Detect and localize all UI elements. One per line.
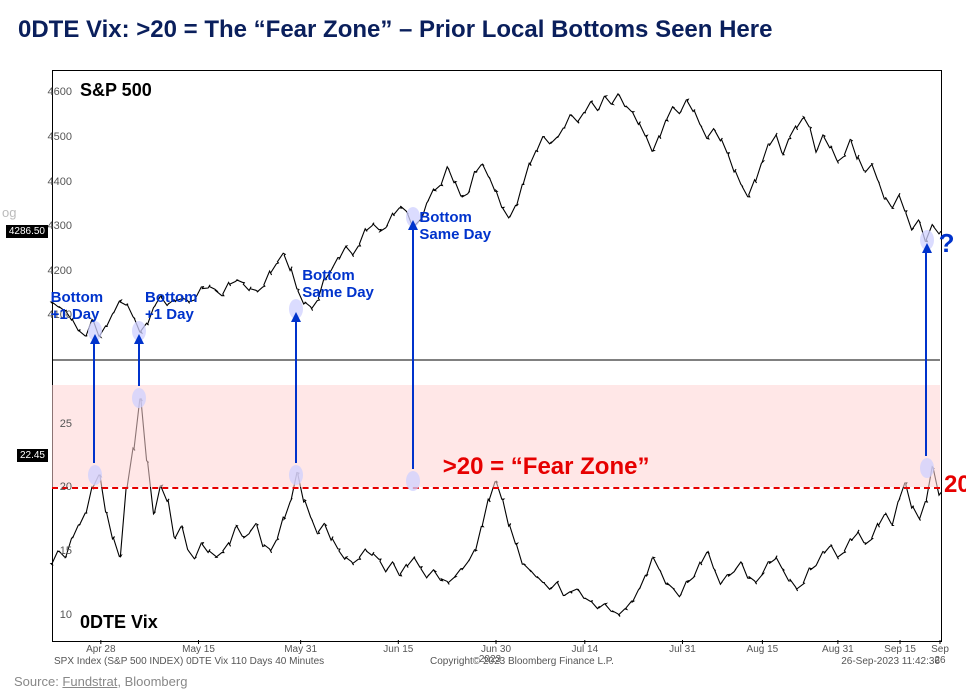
arrow-head-icon xyxy=(90,334,100,344)
x-tick: Jun 30 xyxy=(481,644,511,655)
marker-bot xyxy=(88,465,102,485)
y-tick-bot: 20 xyxy=(60,481,72,493)
chart-svg xyxy=(0,0,966,693)
x-tick: Jun 15 xyxy=(383,644,413,655)
x-tick: Jul 14 xyxy=(571,644,598,655)
price-tag-bot: 22.45 xyxy=(17,449,48,462)
threshold-end-label: 20 xyxy=(944,471,966,499)
y-tick-top: 4200 xyxy=(48,265,72,277)
x-tick: Sep 26 xyxy=(927,644,953,666)
arrow-head-icon xyxy=(408,220,418,230)
annotation-label: BottomSame Day xyxy=(302,267,374,302)
threshold-line xyxy=(52,487,940,489)
y-tick-bot: 25 xyxy=(60,418,72,430)
arrow-head-icon xyxy=(134,334,144,344)
arrow-line xyxy=(295,321,297,463)
x-tick: May 31 xyxy=(284,644,317,655)
x-tick: Sep 15 xyxy=(884,644,916,655)
fear-zone-label: >20 = “Fear Zone” xyxy=(443,453,650,481)
x-tick: Jul 31 xyxy=(669,644,696,655)
x-tick: Aug 31 xyxy=(822,644,854,655)
annotation-label: Bottom+1 Day xyxy=(145,289,198,324)
faint-og: og xyxy=(2,205,16,220)
footer-center: Copyright© 2023 Bloomberg Finance L.P. xyxy=(430,656,614,667)
marker-bot xyxy=(132,388,146,408)
annotation-question: ? xyxy=(939,228,955,259)
x-axis-year: 2023 xyxy=(479,654,501,665)
bottom-series-label: 0DTE Vix xyxy=(80,612,158,633)
arrow-line xyxy=(412,229,414,469)
arrow-head-icon xyxy=(291,312,301,322)
annotation-label: BottomSame Day xyxy=(419,209,491,244)
footer-right: 26-Sep-2023 11:42:36 xyxy=(841,656,940,667)
annotation-label: Bottom+1 Day xyxy=(51,289,104,324)
x-tick: Aug 15 xyxy=(747,644,779,655)
arrow-head-icon xyxy=(922,243,932,253)
arrow-line xyxy=(138,343,140,386)
x-tick: Apr 28 xyxy=(86,644,115,655)
marker-bot xyxy=(406,471,420,491)
y-tick-top: 4400 xyxy=(48,176,72,188)
y-tick-bot: 10 xyxy=(60,609,72,621)
arrow-line xyxy=(925,252,927,457)
y-tick-top: 4300 xyxy=(48,220,72,232)
price-tag-top: 4286.50 xyxy=(6,225,48,238)
arrow-line xyxy=(93,343,95,463)
marker-bot xyxy=(920,458,934,478)
source-link: Fundstrat xyxy=(62,674,117,689)
source-suffix: , Bloomberg xyxy=(117,674,187,689)
y-tick-top: 4600 xyxy=(48,86,72,98)
y-tick-bot: 15 xyxy=(60,545,72,557)
source-line: Source: Fundstrat, Bloomberg xyxy=(14,674,187,689)
x-tick: May 15 xyxy=(182,644,215,655)
top-series-label: S&P 500 xyxy=(80,80,152,101)
y-tick-top: 4500 xyxy=(48,131,72,143)
footer-left: SPX Index (S&P 500 INDEX) 0DTE Vix 110 D… xyxy=(54,656,324,667)
source-prefix: Source: xyxy=(14,674,62,689)
marker-bot xyxy=(289,465,303,485)
